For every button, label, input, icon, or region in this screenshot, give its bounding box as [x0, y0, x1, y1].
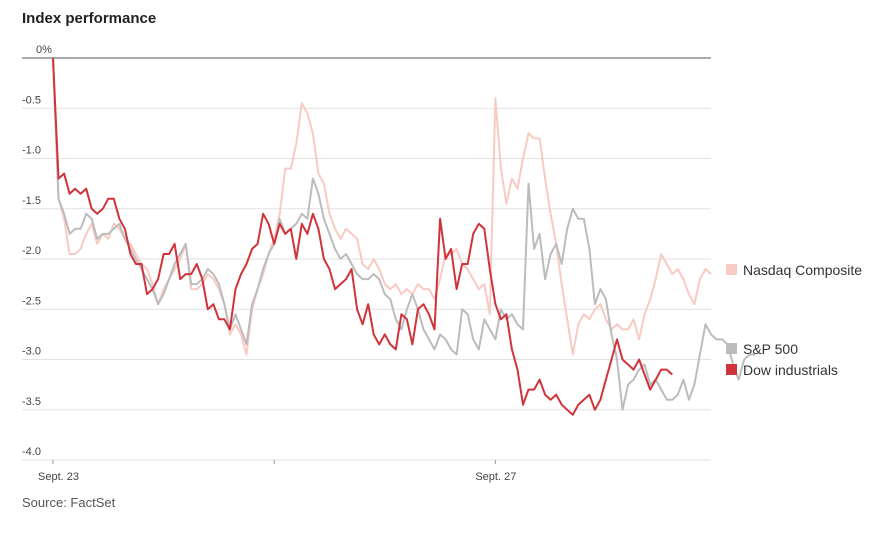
y-tick-label: -1.5 [22, 195, 41, 207]
series-line-nasdaq-composite [52, 57, 712, 356]
y-tick-label: -1.0 [22, 145, 41, 157]
y-tick-label: -2.0 [22, 245, 41, 257]
series-line-s-p-500 [52, 57, 756, 411]
chart-title: Index performance [22, 10, 157, 27]
legend-label: Nasdaq Composite [743, 262, 862, 278]
legend: Nasdaq Composite S&P 500 Dow industrials [726, 262, 862, 378]
legend-label: S&P 500 [743, 341, 798, 357]
y-tick-label: -2.5 [22, 295, 41, 307]
x-axis: Sept. 23 Sept. 27 [22, 459, 711, 483]
source-note: Source: FactSet [22, 495, 116, 510]
legend-swatch [726, 343, 737, 354]
legend-swatch [726, 264, 737, 275]
y-axis-ticks: 0% -0.5 -1.0 -1.5 -2.0 -2.5 -3.0 -3.5 -4.0 [22, 44, 52, 458]
y-tick-label: -4.0 [22, 446, 41, 458]
legend-swatch [726, 364, 737, 375]
x-tick-label: Sept. 23 [38, 471, 79, 483]
legend-label: Dow industrials [743, 362, 838, 378]
series-line-dow-industrials [52, 57, 673, 416]
gridlines [22, 57, 711, 461]
x-tick-label: Sept. 27 [475, 471, 516, 483]
y-tick-label: -0.5 [22, 94, 41, 106]
series-lines [52, 57, 756, 416]
y-tick-label: -3.0 [22, 346, 41, 358]
y-tick-label: -3.5 [22, 396, 41, 408]
y-tick-label: 0% [36, 44, 52, 56]
